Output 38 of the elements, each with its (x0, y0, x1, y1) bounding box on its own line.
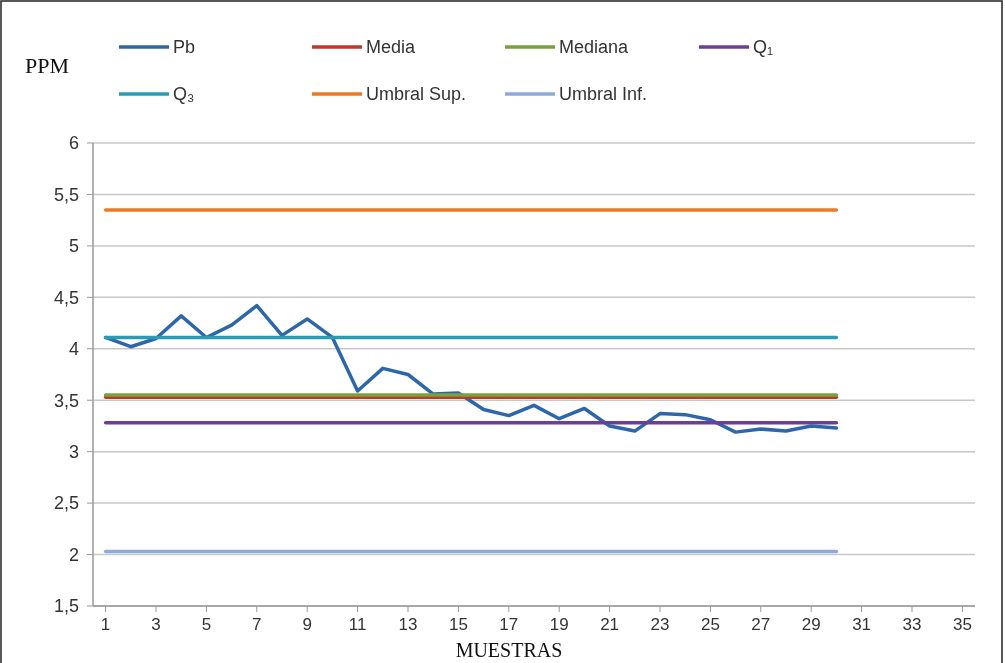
x-tick-label: 3 (151, 615, 161, 634)
y-tick-label: 4,5 (53, 287, 79, 308)
y-tick-label: 5,5 (53, 184, 79, 205)
x-tick-label: 1 (100, 615, 111, 634)
x-tick-label: 33 (902, 615, 922, 634)
x-tick-label: 9 (302, 615, 312, 634)
x-tick-label: 21 (600, 615, 620, 634)
x-tick-label: 23 (650, 615, 670, 634)
x-tick-label: 11 (348, 615, 367, 634)
legend-label: Q₁ (753, 37, 774, 58)
x-tick-label: 27 (751, 615, 771, 634)
x-tick-label: 25 (700, 615, 720, 634)
legend-label: Media (366, 37, 417, 58)
y-tick-label: 6 (68, 133, 79, 154)
legend-label: Q₃ (173, 84, 195, 105)
x-axis-title: MUESTRAS (455, 639, 563, 661)
legend-label: Pb (173, 37, 196, 58)
y-tick-label: 2,5 (53, 493, 79, 514)
y-tick-label: 1,5 (53, 596, 79, 617)
y-tick-label: 3 (68, 441, 79, 462)
y-tick-label: 4 (68, 339, 79, 360)
x-tick-label: 29 (801, 615, 821, 634)
legend-label: Umbral Inf. (559, 84, 648, 105)
line-series (103, 303, 839, 434)
x-tick-label: 17 (499, 615, 519, 634)
legend-label: Umbral Sup. (366, 84, 467, 105)
y-tick-label: 2 (68, 544, 79, 565)
x-tick-label: 7 (252, 615, 262, 634)
x-tick-label: 13 (398, 615, 418, 634)
x-tick-label: 19 (549, 615, 569, 634)
x-tick-label: 15 (448, 615, 468, 634)
x-tick-label: 31 (852, 615, 872, 634)
x-tick-label: 35 (952, 615, 972, 634)
y-axis-title: PPM (25, 53, 70, 78)
y-tick-label: 3,5 (53, 390, 79, 411)
y-tick-label: 5 (68, 236, 79, 257)
x-tick-label: 5 (201, 615, 212, 634)
legend-label: Mediana (559, 37, 630, 58)
